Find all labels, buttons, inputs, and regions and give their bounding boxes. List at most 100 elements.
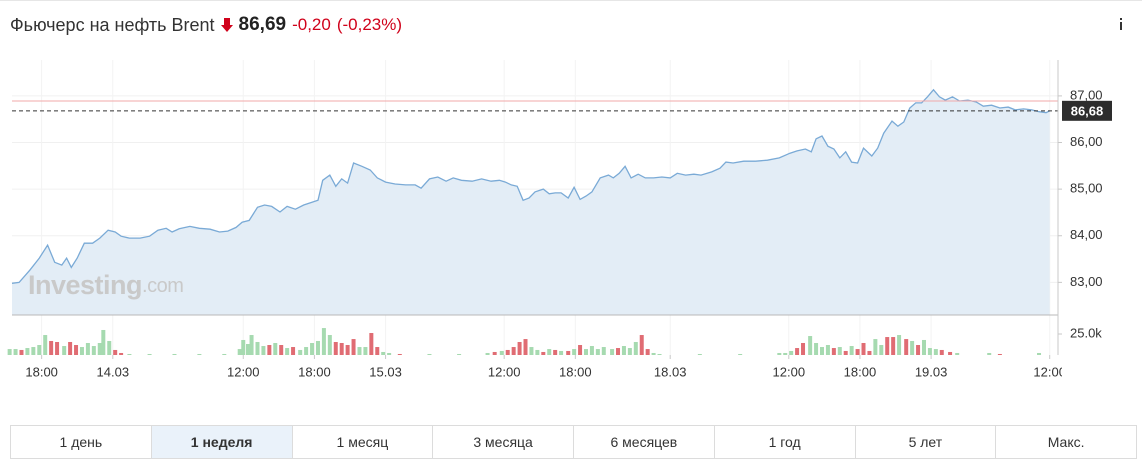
volume-bar xyxy=(861,342,866,355)
volume-bar xyxy=(74,345,79,355)
volume-bar xyxy=(267,345,272,355)
volume-bar xyxy=(127,353,132,355)
volume-bar xyxy=(633,341,638,355)
volume-bar xyxy=(645,349,650,355)
down-arrow xyxy=(220,18,233,32)
volume-bar xyxy=(795,348,800,355)
volume-bar xyxy=(273,342,278,355)
volume-bar xyxy=(339,342,344,355)
volume-bar xyxy=(427,353,432,355)
volume-bar xyxy=(879,345,884,355)
volume-bar xyxy=(697,353,702,355)
watermark: Investing.com xyxy=(28,270,183,300)
volume-bar xyxy=(849,346,854,355)
volume-bar xyxy=(1037,352,1042,355)
volume-bar xyxy=(387,352,392,355)
last-price-box xyxy=(1062,100,1112,121)
y-tick-label: 83,00 xyxy=(1070,274,1103,289)
volume-bar xyxy=(25,348,30,355)
range-buttons: 1 день 1 неделя 1 месяц 3 месяца 6 месяцев 1 … xyxy=(10,425,1137,459)
volume-bar xyxy=(955,352,960,355)
chart: Investing.com 83,00 84,00 85,00 86,00 87,00 1… xyxy=(0,0,1142,379)
volume-bar xyxy=(505,349,510,355)
title: Фьючерс на нефть Brent xyxy=(10,14,215,35)
volume-bar xyxy=(621,346,626,355)
range-button[interactable]: Макс. xyxy=(995,426,1136,458)
volume-bar xyxy=(933,349,938,355)
range-button[interactable]: 6 месяцев xyxy=(573,426,714,458)
volume-bar xyxy=(831,348,836,355)
y-tick-label: 25.0k xyxy=(1070,325,1102,340)
info-icon[interactable] xyxy=(1120,18,1122,30)
volume-bar xyxy=(55,341,60,355)
volume-bar xyxy=(369,333,374,355)
volume-bar xyxy=(910,340,915,355)
x-tick-label: 12:00 xyxy=(227,364,260,379)
volume-bar xyxy=(255,341,260,355)
volume-bar xyxy=(197,353,202,355)
volume-bar xyxy=(610,349,615,355)
volume-bar xyxy=(68,341,73,355)
volume-bar xyxy=(101,329,106,355)
volume-bar xyxy=(843,350,848,355)
volume-bar xyxy=(7,349,12,355)
volume-bar xyxy=(37,345,42,355)
volume-bar xyxy=(801,342,806,355)
volume-bar xyxy=(249,335,254,355)
header: Фьючерс на нефть Brent 86,69 -0,20 (-0,2… xyxy=(10,14,402,36)
volume-bar xyxy=(327,335,332,355)
volume-bar xyxy=(939,349,944,355)
range-button[interactable]: 1 неделя xyxy=(150,426,292,458)
volume-bar xyxy=(987,352,992,355)
volume-bar xyxy=(492,351,497,355)
volume-bar xyxy=(535,349,540,355)
volume-bar xyxy=(783,352,788,355)
volume-bar xyxy=(31,347,36,355)
volume-bar xyxy=(789,350,794,355)
volume-bar xyxy=(578,345,583,355)
volume-bar xyxy=(43,335,48,355)
y-tick-label: 85,00 xyxy=(1070,181,1103,196)
range-button[interactable]: 1 день xyxy=(59,434,103,450)
x-tick-label: 19.03 xyxy=(915,364,948,379)
volume-bar xyxy=(916,345,921,355)
volume-bar xyxy=(657,353,662,355)
volume-bar xyxy=(351,339,356,355)
x-tick-label: 18:00 xyxy=(298,364,331,379)
volume-bar xyxy=(19,349,24,355)
x-tick-label: 15.03 xyxy=(369,364,402,379)
x-tick-label: 12:00 xyxy=(488,364,521,379)
volume-bar xyxy=(566,350,571,355)
volume-bar xyxy=(457,353,462,355)
range-button[interactable]: 3 месяца xyxy=(432,426,573,458)
volume-bar xyxy=(595,349,600,355)
volume-bar xyxy=(241,339,246,355)
range-button[interactable]: 1 месяц xyxy=(291,426,433,458)
volume-bar xyxy=(13,349,18,355)
volume-bar xyxy=(855,349,860,355)
volume-bar xyxy=(541,351,546,355)
volume-bar xyxy=(285,348,290,355)
x-tick-label: 12:00 xyxy=(773,364,806,379)
volume-bar xyxy=(873,339,878,355)
volume-bar xyxy=(583,349,588,355)
volume-bar xyxy=(381,351,386,355)
volume-bar xyxy=(298,349,303,355)
volume-bar xyxy=(738,353,743,355)
volume-bar xyxy=(921,339,926,355)
volume-bar xyxy=(315,340,320,355)
volume-bar xyxy=(777,352,782,355)
volume-bar xyxy=(517,341,522,355)
range-button[interactable]: 5 лет xyxy=(854,426,996,458)
volume-bar xyxy=(49,340,54,355)
range-button[interactable]: 1 год xyxy=(713,426,855,458)
volume-bar xyxy=(321,328,326,355)
volume-bar xyxy=(397,353,402,355)
volume-bar xyxy=(948,351,953,355)
last-price-label: 86,68 xyxy=(1071,103,1104,118)
volume-bar xyxy=(885,337,890,355)
x-tick-label: 18:00 xyxy=(559,364,592,379)
volume-bar xyxy=(927,348,932,355)
volume-bar xyxy=(559,350,564,355)
